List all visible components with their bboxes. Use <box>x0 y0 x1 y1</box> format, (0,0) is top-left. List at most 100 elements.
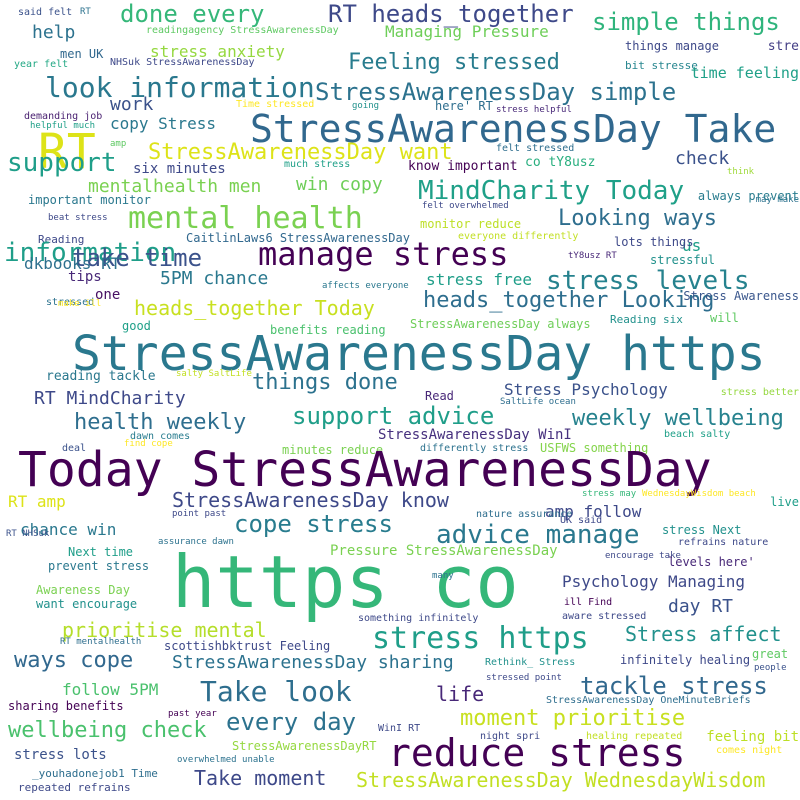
word-find-cope: find cope <box>124 439 173 449</box>
word-feeling-stressed: Feeling stressed <box>348 50 560 75</box>
word-beach-salty: beach salty <box>664 429 731 440</box>
word-sad-wednesdaywisdom: StressAwarenessDay WednesdayWisdom <box>356 768 766 792</box>
word-sad-wini: StressAwarenessDay WinI <box>378 427 572 443</box>
word-everyone-differently: everyone differently <box>458 231 579 242</box>
word-monitor-reduce: monitor reduce <box>420 217 522 231</box>
word-done-every: done every <box>120 0 265 28</box>
word-heads-together-today: heads_together Today <box>134 296 375 320</box>
word-rt-large: RT <box>38 124 96 180</box>
word-advice-manage: advice manage <box>436 520 640 550</box>
word-next-time: Next time <box>68 545 134 559</box>
word-rethink-stress: Rethink_ Stress <box>485 657 576 668</box>
word-day-rt: day RT <box>668 596 734 617</box>
word-going: going <box>352 101 380 111</box>
word-sad-always: StressAwarenessDay always <box>410 317 591 331</box>
word-levels-here: levels here' <box>668 555 755 569</box>
word-minutes-reduce: minutes reduce <box>282 443 384 457</box>
word-differently-stress: differently stress <box>420 443 529 454</box>
word-repeated-refrains: repeated refrains <box>18 781 131 794</box>
word-affects-everyone: affects everyone <box>322 281 409 291</box>
word-time-stressed: Time stressed <box>236 99 315 110</box>
word-ways-cope: ways cope <box>14 648 134 673</box>
word-health-weekly: health weekly <box>74 410 247 435</box>
word-youhadonejob1: _youhadonejob1 Time <box>32 767 158 780</box>
word-infinitely-healing: infinitely healing <box>620 653 751 667</box>
word-win-copy: win copy <box>296 174 383 195</box>
word-read: Read <box>425 389 454 403</box>
word-sad-know: StressAwarenessDay know <box>172 488 449 512</box>
word-stress-affect: Stress affect <box>625 622 782 646</box>
word-sad-sharing: StressAwarenessDay sharing <box>172 652 454 673</box>
word-manage-stress: manage stress <box>258 235 509 273</box>
word-here-rt: here' RT <box>435 99 493 113</box>
word-stre: stre <box>767 39 799 54</box>
word-felt-overwhelmed: felt overwhelmed <box>422 201 509 211</box>
word-tackle-stress: tackle stress <box>580 672 768 700</box>
word-every-day: every day <box>226 708 357 736</box>
word-mental-health: mental health <box>128 201 363 236</box>
word-take-moment: Take moment <box>194 766 327 790</box>
word-amp-follow: amp follow <box>545 502 642 521</box>
word-beat-stress: beat stress <box>48 213 108 223</box>
word-rt-mentalhealth: RT mentalhealth <box>60 637 142 647</box>
word-night-spri: night spri <box>480 731 541 742</box>
word-great: great <box>752 647 789 661</box>
word-cope-stress: cope stress <box>234 510 393 538</box>
word-prioritise-mental: prioritise mental <box>62 618 267 642</box>
word-mindcharity-today: MindCharity Today <box>418 176 685 206</box>
word-time-feeling: time feeling <box>690 64 799 82</box>
word-salty-saltlife: salty SaltLife <box>176 369 252 379</box>
word-wini-rt: WinI RT <box>378 723 421 734</box>
word-follow-5pm: follow 5PM <box>62 680 159 699</box>
word-take-look: Take look <box>200 675 352 708</box>
word-nature-assurance: nature assurance <box>476 509 573 520</box>
word-encourage-take: encourage take <box>605 551 681 561</box>
word-reading-six: Reading six <box>610 313 683 326</box>
word-stress-lots: stress lots <box>14 747 107 763</box>
word-reading-v: Reading <box>38 233 85 246</box>
word-stress-awareness-v: Stress Awareness <box>683 289 799 303</box>
word-things-done: things done <box>252 370 398 395</box>
word-comes-night: comes night <box>716 745 783 756</box>
word-stress-anxiety: stress anxiety <box>150 42 285 61</box>
word-sharing-benefits: sharing benefits <box>8 699 124 713</box>
word-benefits-reading: benefits reading <box>270 323 386 337</box>
word-wednesdaywisdom-beach: WednesdayWisdom beach <box>642 489 756 499</box>
word-life: life <box>436 682 485 706</box>
word-point-past: point past <box>172 509 227 519</box>
word-aware-stressed: aware stressed <box>562 611 647 622</box>
word-uk-said: UK said <box>560 515 603 526</box>
word-something-infinitely: something infinitely <box>358 613 479 624</box>
word-ill-find: ill Find <box>564 597 613 608</box>
word-chance-win: chance win <box>20 520 117 539</box>
word-past-year: past year <box>168 709 217 719</box>
word-refrains-nature: refrains nature <box>678 537 769 548</box>
word-support-advice: support advice <box>292 402 495 430</box>
word-rt-mindcharity: RT MindCharity <box>34 388 186 409</box>
word-said-felt: said felt <box>18 7 73 18</box>
word-healing-repeated: healing repeated <box>586 731 683 742</box>
word-wellbeing-check: wellbeing check <box>8 718 207 743</box>
word-dawn-comes: dawn comes <box>130 431 191 442</box>
word-prevent-stress: prevent stress <box>48 559 150 573</box>
word-usfws-something: USFWS something <box>540 441 649 455</box>
word-lots-things: lots things <box>614 235 694 249</box>
word-sad-oneminutebriefs: StressAwarenessDay OneMinuteBriefs <box>546 695 751 706</box>
word-look-information: look information <box>45 71 315 104</box>
word-six-minutes: six minutes <box>133 161 226 177</box>
word-sad-take: StressAwarenessDay Take <box>250 107 777 151</box>
word-stress-free: stress free <box>426 270 532 289</box>
word-support-v: support <box>7 148 117 178</box>
word-men-uk: men UK <box>60 47 104 61</box>
word-one: one <box>95 287 121 303</box>
word-rt-heads-together: RT heads_together <box>328 0 574 28</box>
word-will: will <box>710 311 739 325</box>
word-things-manage: things manage <box>625 39 719 53</box>
word-many: many <box>432 571 454 581</box>
word-rt-nhsuk-v: RT NHSuk <box>6 529 50 539</box>
word-helpful-much: helpful much <box>30 121 96 131</box>
word-important-monitor: important monitor <box>28 193 151 207</box>
word-nhsuk-sad: NHSuk StressAwarenessDay <box>110 57 255 68</box>
word-assurance-dawn: assurance dawn <box>158 537 234 547</box>
